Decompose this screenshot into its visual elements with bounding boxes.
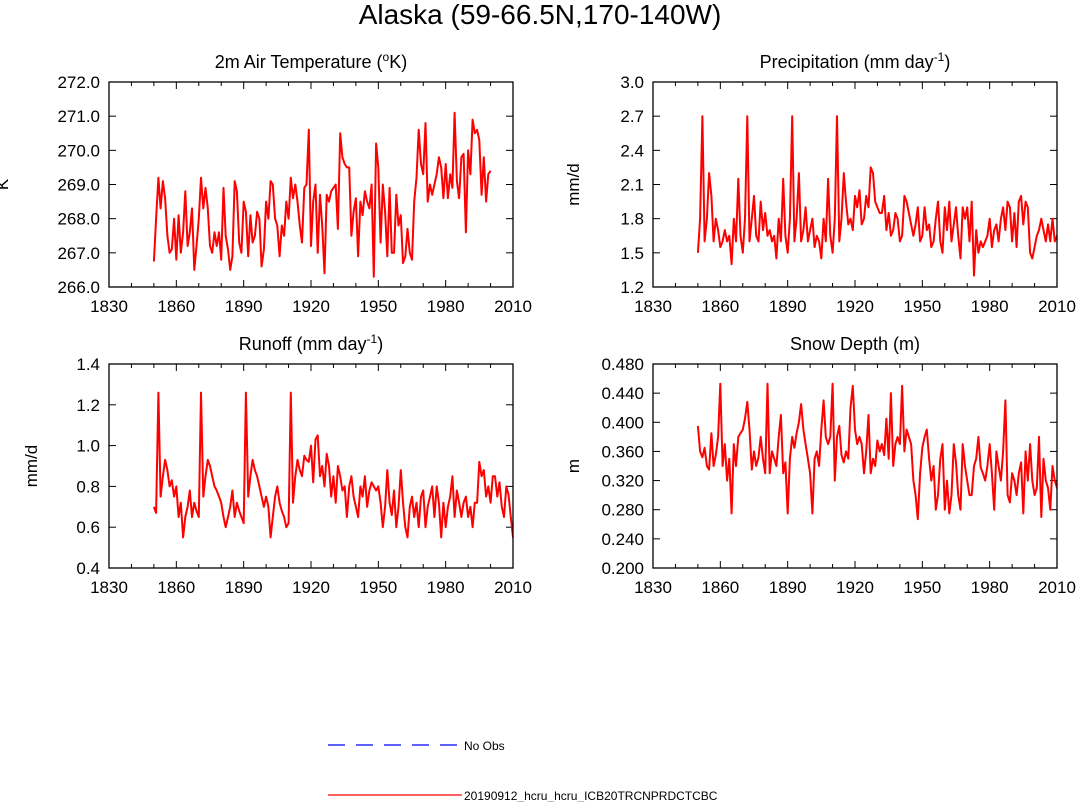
panel-title-precipitation: Precipitation (mm day-1) bbox=[760, 50, 951, 72]
plot-frame-precipitation bbox=[652, 81, 1058, 288]
panel-title-snow-depth: Snow Depth (m) bbox=[790, 334, 920, 354]
y-tick-label: 3.0 bbox=[620, 73, 644, 92]
x-tick-label: 1950 bbox=[903, 297, 941, 316]
x-tick-label: 1890 bbox=[225, 578, 263, 597]
y-tick-label: 0.280 bbox=[601, 501, 644, 520]
panel-precipitation: Precipitation (mm day-1) mm/d 1.2 1.5 1.8 2.1… bbox=[564, 50, 1076, 316]
y-tick-label: 269.0 bbox=[57, 176, 100, 195]
y-tick-label: 1.2 bbox=[620, 278, 644, 297]
y-tick-label: 268.0 bbox=[57, 210, 100, 229]
x-tick-label: 1890 bbox=[225, 297, 263, 316]
y-tick-label: 0.320 bbox=[601, 472, 644, 491]
figure-title: Alaska (59-66.5N,170-140W) bbox=[358, 0, 722, 30]
x-tick-label: 1980 bbox=[427, 578, 465, 597]
y-tick-label: 0.360 bbox=[601, 442, 644, 461]
y-tick-label: 0.4 bbox=[76, 559, 100, 578]
panel-title-superscript: -1 bbox=[367, 332, 378, 346]
panel-title-superscript: -1 bbox=[934, 50, 945, 64]
x-tick-label: 1830 bbox=[90, 578, 128, 597]
panel-snow-depth: Snow Depth (m) m 0.200 0.240 0.280 0.320 0.360… bbox=[564, 334, 1076, 597]
y-tick-label: 1.2 bbox=[76, 396, 100, 415]
x-tick-label: 1860 bbox=[701, 578, 739, 597]
y-tick-label: 272.0 bbox=[57, 73, 100, 92]
x-tick-label: 1920 bbox=[836, 578, 874, 597]
panel-title-suffix: ) bbox=[944, 52, 950, 72]
x-tick-label: 1950 bbox=[359, 297, 397, 316]
y-axis-label-runoff: mm/d bbox=[22, 445, 41, 488]
panel-title-text: 2m Air Temperature ( bbox=[215, 52, 383, 72]
panel-title-air-temperature: 2m Air Temperature (oK) bbox=[215, 50, 407, 72]
x-tick-label: 2010 bbox=[494, 578, 532, 597]
y-tick-label: 0.200 bbox=[601, 559, 644, 578]
plot-frame-snow-depth bbox=[652, 363, 1058, 569]
y-tick-label: 2.7 bbox=[620, 107, 644, 126]
x-tick-label: 1950 bbox=[903, 578, 941, 597]
x-tick-label: 1830 bbox=[90, 297, 128, 316]
y-tick-label: 266.0 bbox=[57, 278, 100, 297]
y-tick-label: 0.6 bbox=[76, 518, 100, 537]
y-tick-label: 270.0 bbox=[57, 141, 100, 160]
x-tick-label: 1980 bbox=[971, 578, 1009, 597]
panel-title-suffix: K) bbox=[389, 52, 407, 72]
x-tick-label: 1920 bbox=[292, 297, 330, 316]
panel-title-text: Runoff (mm day bbox=[239, 334, 367, 354]
x-tick-label: 1950 bbox=[359, 578, 397, 597]
legend-no-obs-label: No Obs bbox=[464, 739, 505, 753]
y-tick-label: 0.8 bbox=[76, 477, 100, 496]
x-tick-label: 1890 bbox=[769, 297, 807, 316]
legend-model-label: 20190912_hcru_hcru_ICB20TRCNPRDCTCBC bbox=[464, 789, 718, 802]
y-tick-label: 2.4 bbox=[620, 141, 644, 160]
y-tick-label: 1.5 bbox=[620, 244, 644, 263]
panel-title-superscript: o bbox=[383, 50, 390, 64]
y-axis-label-snow-depth: m bbox=[564, 459, 583, 473]
y-tick-label: 1.0 bbox=[76, 437, 100, 456]
y-axis-label-air-temperature: K bbox=[0, 178, 12, 190]
series-line-air-temperature bbox=[152, 111, 492, 278]
plot-frame-air-temperature bbox=[108, 81, 514, 288]
x-tick-label: 1830 bbox=[634, 297, 672, 316]
x-tick-label: 1920 bbox=[836, 297, 874, 316]
y-tick-label: 1.4 bbox=[76, 355, 100, 374]
x-tick-label: 2010 bbox=[1038, 297, 1076, 316]
panel-runoff: Runoff (mm day-1) mm/d 0.4 0.6 0.8 1.0 1.2 1.4 1… bbox=[22, 332, 532, 597]
y-tick-label: 271.0 bbox=[57, 107, 100, 126]
y-tick-label: 267.0 bbox=[57, 244, 100, 263]
y-axis-label-precipitation: mm/d bbox=[564, 163, 583, 206]
y-tick-label: 1.8 bbox=[620, 210, 644, 229]
panel-title-runoff: Runoff (mm day-1) bbox=[239, 332, 383, 354]
x-tick-label: 1830 bbox=[634, 578, 672, 597]
x-tick-label: 1980 bbox=[427, 297, 465, 316]
legend: No Obs 20190912_hcru_hcru_ICB20TRCNPRDCT… bbox=[328, 739, 718, 802]
panel-title-suffix: ) bbox=[377, 334, 383, 354]
x-tick-label: 1980 bbox=[971, 297, 1009, 316]
x-tick-label: 1860 bbox=[157, 297, 195, 316]
panel-air-temperature: 2m Air Temperature (oK) K 266.0 267.0 268.0 2… bbox=[0, 50, 532, 316]
series-line-snow-depth bbox=[696, 382, 1057, 521]
x-tick-label: 2010 bbox=[494, 297, 532, 316]
series-line-precipitation bbox=[696, 115, 1057, 277]
x-tick-label: 1860 bbox=[701, 297, 739, 316]
x-tick-label: 2010 bbox=[1038, 578, 1076, 597]
y-tick-label: 0.400 bbox=[601, 413, 644, 432]
y-tick-label: 0.480 bbox=[601, 355, 644, 374]
panel-title-text: Precipitation (mm day bbox=[760, 52, 934, 72]
y-tick-label: 0.240 bbox=[601, 530, 644, 549]
x-tick-label: 1860 bbox=[157, 578, 195, 597]
plot-frame-runoff bbox=[108, 363, 514, 569]
x-tick-label: 1920 bbox=[292, 578, 330, 597]
series-line-runoff bbox=[152, 391, 513, 539]
panel-title-text: Snow Depth (m) bbox=[790, 334, 920, 354]
y-tick-label: 0.440 bbox=[601, 384, 644, 403]
y-tick-label: 2.1 bbox=[620, 176, 644, 195]
x-tick-label: 1890 bbox=[769, 578, 807, 597]
